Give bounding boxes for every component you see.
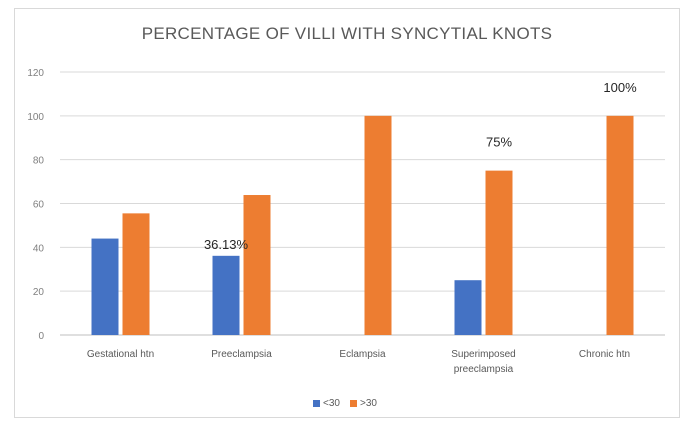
legend-item-lt30: <30 <box>313 398 340 409</box>
bar-lt30 <box>212 255 240 335</box>
y-tick-label: 20 <box>33 287 45 298</box>
y-tick-label: 0 <box>38 331 44 342</box>
data-label: 75% <box>486 135 512 150</box>
x-tick-label: Gestational htn <box>87 349 154 360</box>
bar-gt30 <box>243 195 271 335</box>
bar-gt30 <box>485 170 513 335</box>
chart-area <box>14 8 680 418</box>
y-tick-label: 100 <box>27 112 44 123</box>
legend-swatch-gt30 <box>350 400 357 407</box>
bar-lt30 <box>91 238 119 335</box>
x-tick-label: Chronic htn <box>579 349 630 360</box>
data-label: 100% <box>603 80 637 95</box>
legend-label-gt30: >30 <box>360 398 377 409</box>
y-tick-label: 60 <box>33 200 45 211</box>
bar-lt30 <box>454 280 482 335</box>
y-tick-label: 40 <box>33 243 45 254</box>
legend-swatch-lt30 <box>313 400 321 407</box>
bar-gt30 <box>122 213 150 335</box>
x-tick-label: preeclampsia <box>454 364 514 375</box>
x-tick-label: Eclampsia <box>339 349 386 360</box>
x-tick-label: Preeclampsia <box>211 349 272 360</box>
y-tick-label: 80 <box>33 156 45 167</box>
legend-item-gt30: >30 <box>350 398 377 409</box>
bar-gt30 <box>606 115 634 335</box>
legend: <30 >30 <box>0 398 690 409</box>
chart-title: PERCENTAGE OF VILLI WITH SYNCYTIAL KNOTS <box>141 24 553 43</box>
bar-gt30 <box>364 115 392 335</box>
data-label: 36.13% <box>204 237 249 252</box>
legend-label-lt30: <30 <box>323 398 340 409</box>
y-tick-label: 120 <box>27 68 44 79</box>
x-tick-label: Superimposed <box>451 349 515 360</box>
